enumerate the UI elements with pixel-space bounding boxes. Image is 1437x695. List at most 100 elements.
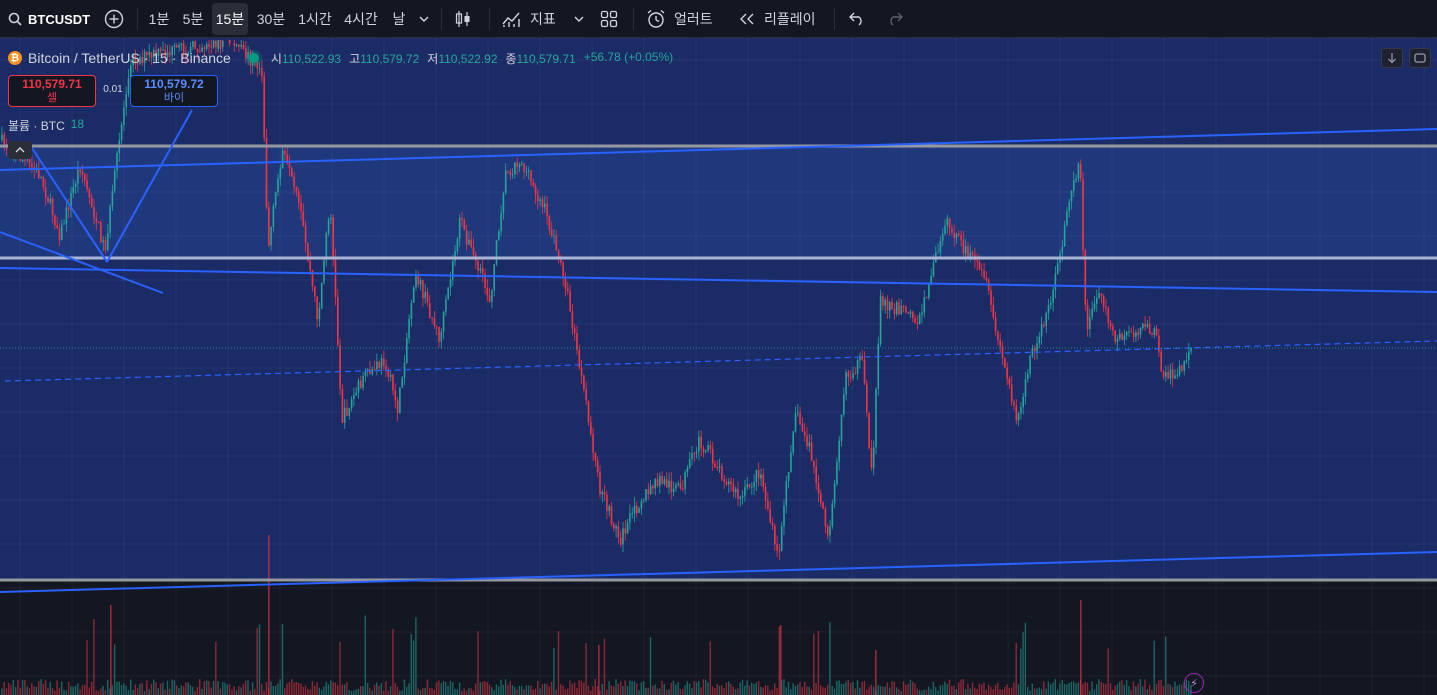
timeframe-30m[interactable]: 30분 <box>256 11 286 27</box>
alert-button[interactable]: 얼러트 <box>646 0 713 38</box>
undo-button[interactable] <box>848 0 866 38</box>
candle-body <box>468 239 470 245</box>
volume-bar <box>935 687 937 695</box>
candle-body <box>1068 202 1070 212</box>
chart-area[interactable] <box>0 38 1437 695</box>
candle-body <box>707 445 709 451</box>
compare-symbol-button[interactable] <box>104 0 124 38</box>
candle-body <box>753 482 755 487</box>
buy-button[interactable]: 110,579.72 바이 <box>130 75 218 107</box>
candle-body <box>711 449 714 464</box>
candle-body <box>523 163 525 172</box>
candle-body <box>1102 295 1105 307</box>
volume-bar <box>143 690 146 695</box>
candle-body <box>330 217 332 220</box>
candle-body <box>203 47 206 49</box>
candle-body <box>1033 348 1036 352</box>
volume-bar <box>107 679 109 695</box>
symbol-search[interactable]: BTCUSDT <box>8 0 90 38</box>
volume-bar <box>51 688 54 695</box>
candle-body <box>999 340 1001 347</box>
timeframe-1d[interactable]: 날 <box>392 11 406 27</box>
timeframe-4h[interactable]: 4시간 <box>344 11 378 27</box>
candle-body <box>314 286 316 297</box>
indicators-button[interactable]: 지표 <box>502 0 556 38</box>
volume-bar <box>629 680 631 695</box>
volume-bar <box>941 684 944 695</box>
candle-body <box>774 525 776 545</box>
candle-body <box>429 302 431 318</box>
volume-bar <box>684 685 686 695</box>
volume-bar <box>1135 686 1137 695</box>
volume-bar <box>265 682 268 695</box>
candle-body <box>148 52 150 56</box>
candle-body <box>337 297 339 346</box>
volume-bar <box>134 684 136 695</box>
volume-bar <box>123 683 125 695</box>
chart-type-button[interactable] <box>454 0 472 38</box>
volume-bar <box>617 683 619 695</box>
timeframe-1h[interactable]: 1시간 <box>298 11 332 27</box>
volume-bar <box>226 684 228 695</box>
candle-body <box>245 48 247 59</box>
redo-button[interactable] <box>886 0 904 38</box>
price-chart[interactable] <box>0 38 1437 695</box>
flash-icon[interactable]: ⚡ <box>1184 673 1204 693</box>
volume-bar <box>166 680 169 695</box>
volume-bar <box>463 688 465 695</box>
volume-bar <box>475 683 477 695</box>
timeframe-5m[interactable]: 5분 <box>182 11 204 27</box>
volume-legend[interactable]: 볼륨 · BTC 18 <box>8 117 84 134</box>
candle-body <box>764 487 767 501</box>
volume-bar <box>594 679 596 695</box>
candle-body <box>1024 379 1027 397</box>
candle-body <box>136 63 139 65</box>
volume-bar <box>371 690 373 695</box>
candle-body <box>104 240 107 251</box>
volume-bar <box>990 686 992 695</box>
replay-button[interactable]: 리플레이 <box>738 0 816 38</box>
volume-bar <box>102 685 104 695</box>
timeframe-dropdown[interactable] <box>414 3 434 35</box>
candle-body <box>870 448 873 468</box>
volume-bar <box>659 688 661 695</box>
volume-bar <box>415 617 417 695</box>
volume-bar <box>440 683 442 695</box>
volume-bar <box>571 683 573 695</box>
add-symbol-icon <box>104 9 124 29</box>
volume-bar <box>254 688 256 695</box>
volume-bar <box>923 689 925 695</box>
layout-button[interactable] <box>600 0 618 38</box>
candle-body <box>649 485 652 495</box>
volume-bar <box>638 690 640 695</box>
collapse-legend-button[interactable] <box>8 141 32 159</box>
candle-body <box>872 447 875 468</box>
fullscreen-button[interactable] <box>1409 48 1431 68</box>
volume-bar <box>852 681 854 695</box>
drawing-tools[interactable] <box>0 109 1437 593</box>
candle-body <box>751 486 753 488</box>
volume-bar <box>164 689 166 695</box>
volume-bar <box>353 690 355 695</box>
sell-button[interactable]: 110,579.71 셀 <box>8 75 96 107</box>
indicators-dropdown[interactable] <box>570 3 588 35</box>
volume-bar <box>235 690 238 695</box>
volume-bar <box>479 682 481 695</box>
volume-bar <box>231 689 233 695</box>
timeframe-15m[interactable]: 15분 <box>212 3 248 35</box>
candle-body <box>488 295 491 302</box>
candle-body <box>410 302 413 319</box>
candle-body <box>790 452 792 473</box>
volume-bar <box>426 679 429 695</box>
volume-bar <box>866 689 868 695</box>
candle-body <box>307 243 309 261</box>
timeframe-1m[interactable]: 1분 <box>148 11 170 27</box>
candle-body <box>1070 190 1073 203</box>
volume-bar <box>435 682 438 695</box>
scroll-to-latest-button[interactable] <box>1381 48 1403 68</box>
volume-bar <box>587 685 590 695</box>
symbol-legend[interactable]: ₿ Bitcoin / TetherUS · 15 · Binance 시110… <box>8 48 673 68</box>
volume-bar <box>288 681 291 695</box>
market-open-indicator <box>248 53 259 63</box>
candle-body <box>702 448 705 452</box>
